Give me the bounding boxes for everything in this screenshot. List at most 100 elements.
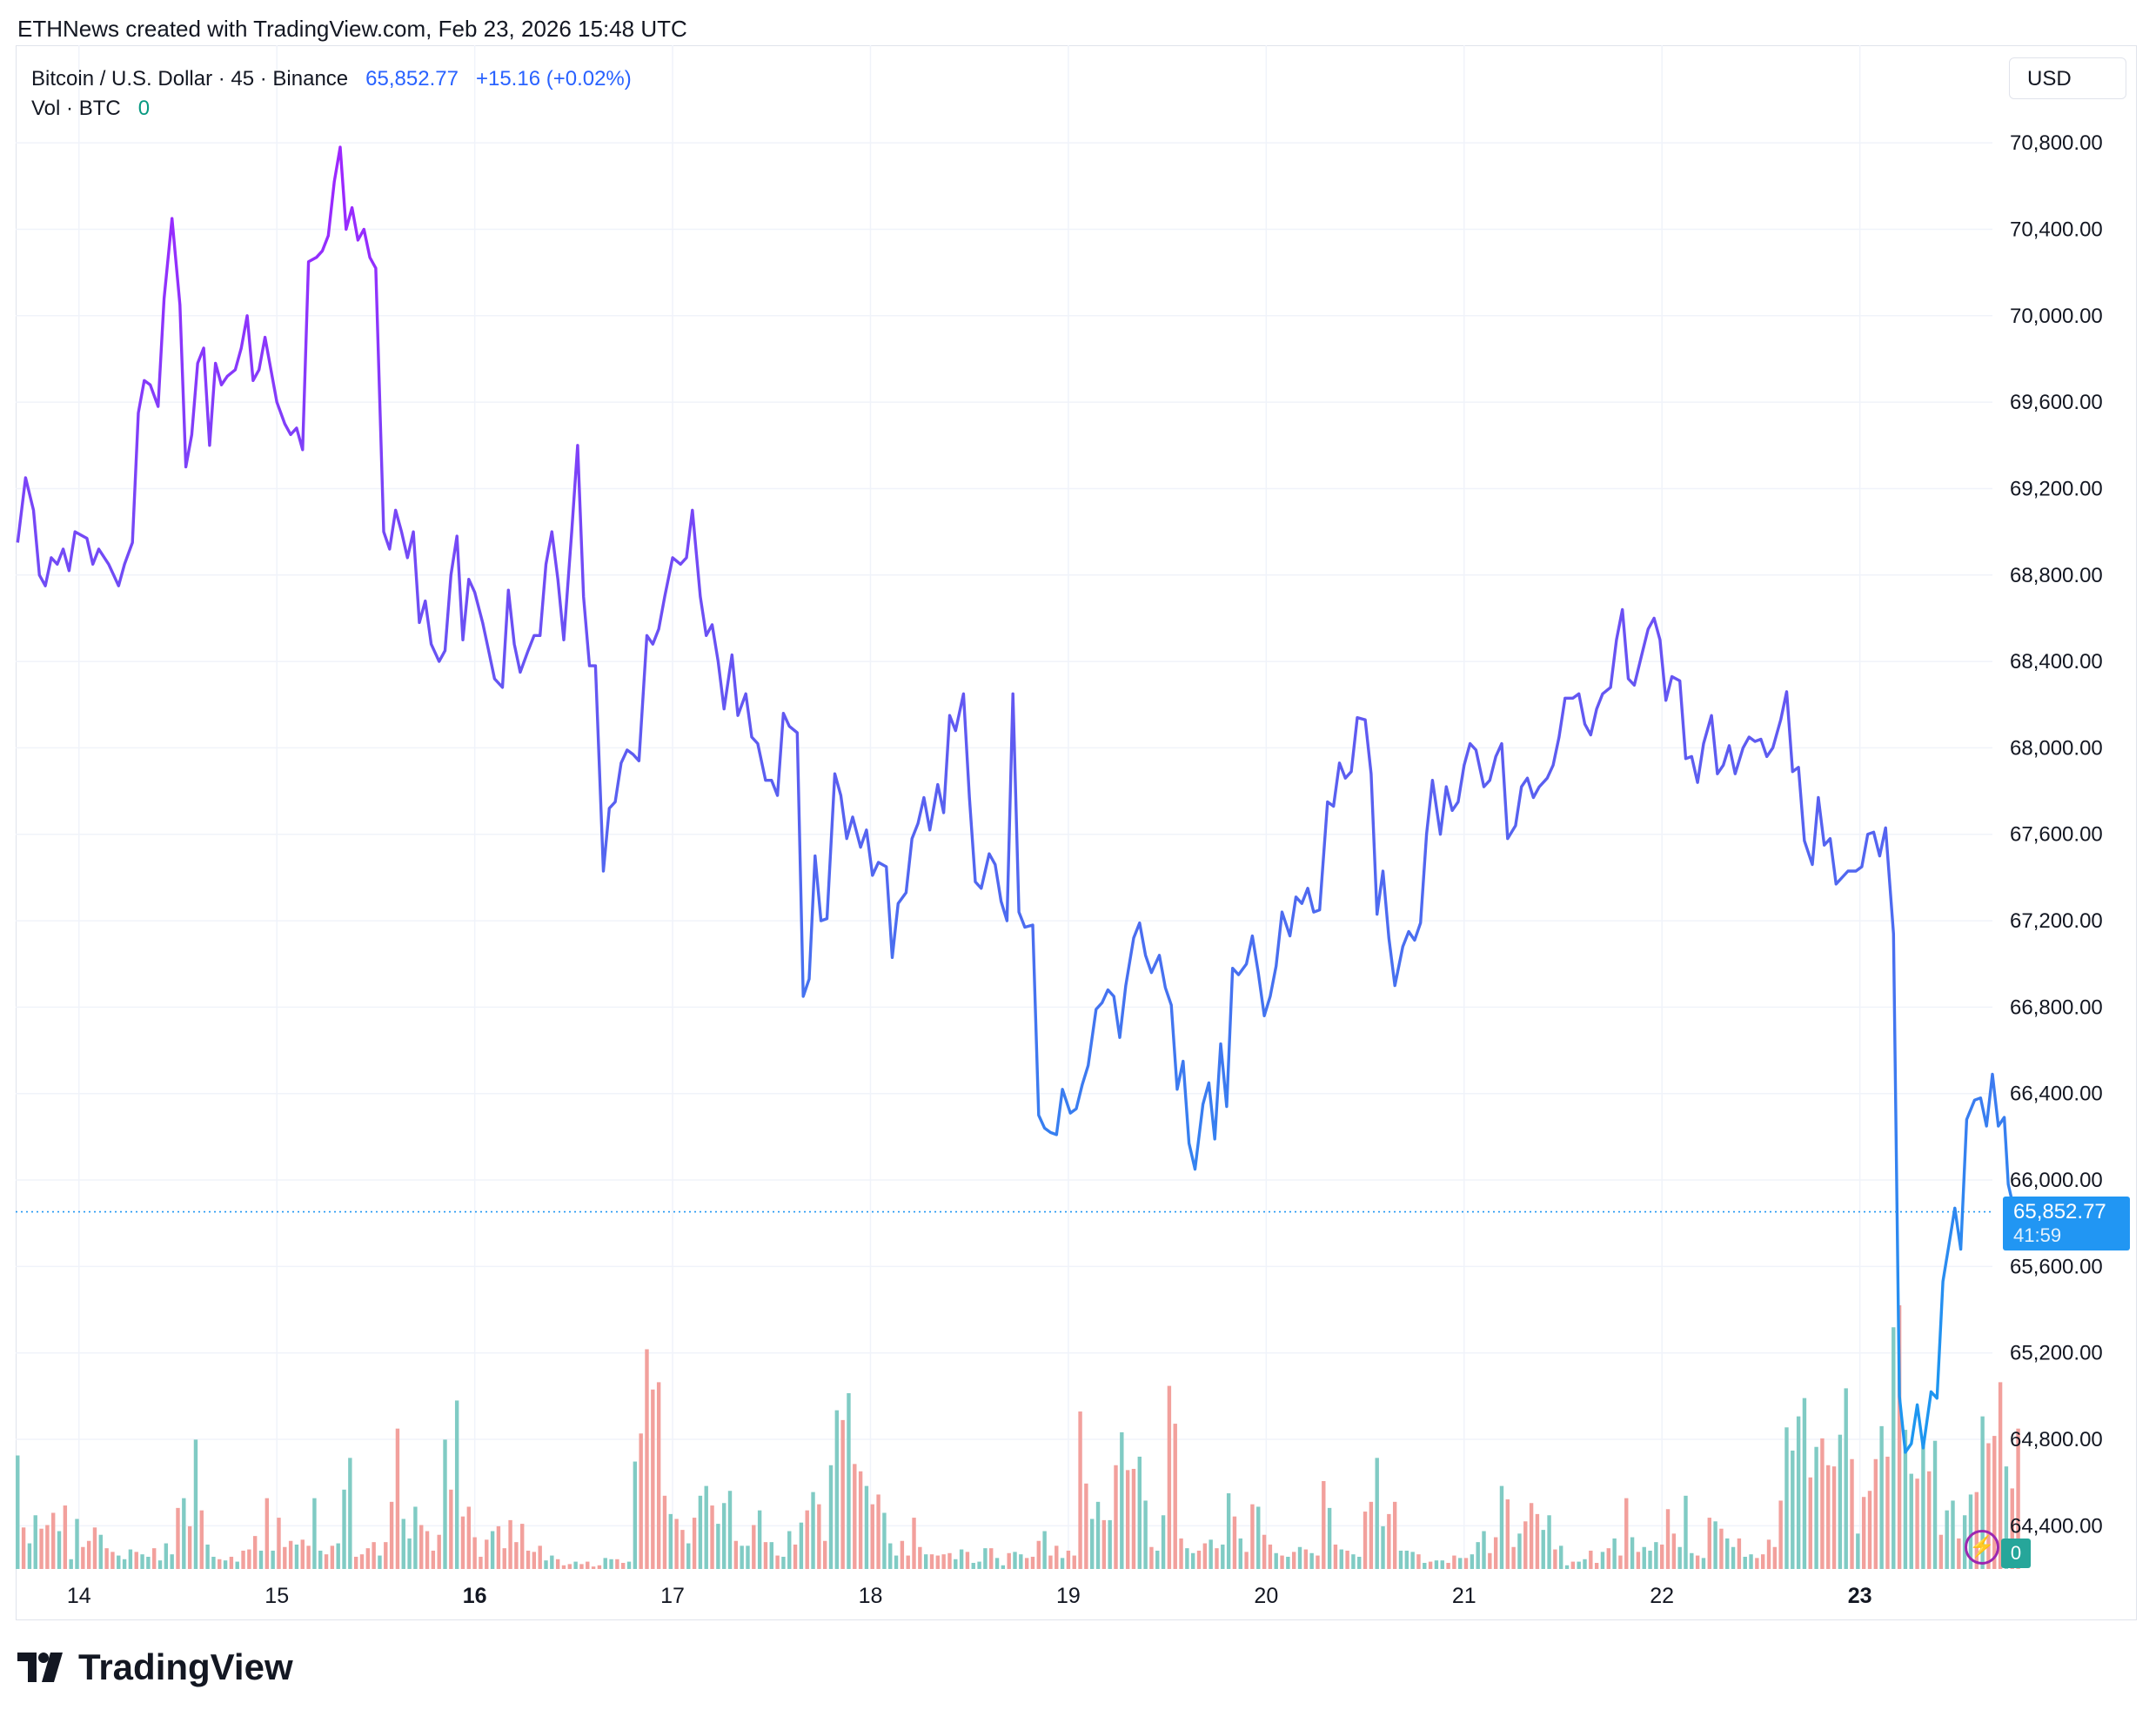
symbol-label[interactable]: Bitcoin / U.S. Dollar · 45 · Binance — [31, 67, 349, 91]
volume-bar — [1291, 1552, 1296, 1569]
volume-bar — [1055, 1545, 1059, 1569]
volume-bar — [1915, 1478, 1919, 1569]
volume-bar — [1707, 1518, 1711, 1569]
volume-bar — [104, 1548, 109, 1569]
volume-bar — [1392, 1501, 1397, 1569]
volume-tag: 0 — [2001, 1539, 2031, 1568]
volume-bar — [847, 1393, 851, 1569]
volume-bar — [947, 1552, 952, 1569]
volume-bar — [353, 1556, 358, 1569]
time-axis-tick-label: 16 — [463, 1584, 487, 1608]
volume-bar — [1630, 1537, 1635, 1569]
currency-button[interactable]: USD — [2009, 57, 2126, 99]
volume-bar — [1114, 1465, 1118, 1569]
volume-bar — [567, 1564, 572, 1569]
volume-bar — [532, 1552, 537, 1569]
volume-bar — [538, 1545, 542, 1569]
volume-bar — [1333, 1544, 1338, 1569]
chart-frame — [16, 45, 2137, 1620]
volume-bar — [1369, 1501, 1374, 1569]
volume-bar — [1190, 1552, 1195, 1569]
price-tag-value: 65,852.77 — [2013, 1199, 2106, 1224]
volume-bar — [508, 1519, 512, 1569]
volume-bar — [626, 1561, 632, 1569]
volume-bar — [1452, 1555, 1456, 1569]
volume-bar — [342, 1489, 346, 1569]
volume-bar — [277, 1518, 281, 1569]
volume-bar — [929, 1554, 934, 1569]
volume-bar — [1665, 1509, 1671, 1569]
volume-bar — [1677, 1546, 1682, 1569]
volume-bar — [1131, 1468, 1136, 1569]
volume-bar — [579, 1564, 584, 1569]
volume-bar — [1322, 1481, 1326, 1569]
volume-bar — [502, 1548, 506, 1569]
volume-bar — [1404, 1550, 1409, 1569]
volume-bar — [1760, 1554, 1765, 1569]
volume-bar — [1831, 1466, 1837, 1569]
volume-bar — [621, 1562, 626, 1569]
volume-bar — [918, 1546, 922, 1569]
volume-bar — [1274, 1552, 1278, 1569]
volume-bar — [306, 1545, 311, 1569]
volume-bar — [1161, 1515, 1166, 1569]
volume-bar — [1030, 1556, 1035, 1569]
price-axis-tick-label: 65,600.00 — [2010, 1255, 2103, 1278]
volume-bar — [971, 1562, 975, 1569]
volume-bar — [1553, 1549, 1557, 1569]
volume-bar — [561, 1565, 566, 1569]
price-line — [16, 145, 2023, 1454]
volume-bar — [1725, 1538, 1730, 1569]
time-axis-tick-label: 21 — [1452, 1584, 1476, 1608]
volume-bar — [1755, 1558, 1759, 1569]
tradingview-logo[interactable]: TradingView — [17, 1646, 293, 1688]
volume-bar — [1381, 1525, 1385, 1569]
flash-icon[interactable]: ⚡ — [1965, 1530, 1999, 1565]
volume-bar — [1719, 1528, 1724, 1569]
volume-bar — [378, 1555, 382, 1569]
volume-bar — [1624, 1498, 1629, 1569]
volume-bar — [1375, 1458, 1379, 1569]
volume-bar — [1517, 1533, 1522, 1569]
volume-bar — [205, 1544, 210, 1569]
volume-bar — [1357, 1556, 1362, 1569]
volume-bar — [176, 1507, 180, 1569]
volume-bar — [1690, 1552, 1694, 1569]
volume-bar — [781, 1556, 786, 1569]
volume-bar — [1226, 1493, 1231, 1569]
price-axis-tick-label: 67,600.00 — [2010, 823, 2103, 847]
volume-bar — [912, 1518, 916, 1569]
volume-bar — [1268, 1544, 1273, 1569]
volume-bar — [1861, 1497, 1866, 1569]
volume-bar — [1036, 1540, 1041, 1569]
volume-bar — [1957, 1538, 1961, 1569]
volume-label[interactable]: Vol · BTC — [31, 97, 121, 120]
volume-bar — [193, 1439, 198, 1569]
volume-bar — [1998, 1382, 2003, 1569]
volume-bar — [51, 1512, 56, 1569]
volume-bar — [1564, 1565, 1570, 1569]
volume-bar — [1749, 1554, 1753, 1569]
price-axis-tick-label: 68,000.00 — [2010, 736, 2103, 760]
volume-bar — [1072, 1555, 1076, 1569]
volume-bar — [965, 1552, 970, 1569]
volume-bar — [69, 1559, 73, 1569]
price-axis-tick-label: 67,200.00 — [2010, 909, 2103, 933]
time-axis: 14 15 16 17 18 19 20 21 22 23 — [67, 1584, 1872, 1608]
volume-bar — [1499, 1485, 1504, 1569]
grid — [16, 45, 1992, 1569]
volume-bar — [1042, 1531, 1047, 1569]
volume-bar — [1808, 1477, 1812, 1569]
volume-bar — [182, 1498, 186, 1569]
volume-bar — [959, 1549, 964, 1569]
volume-bar — [1280, 1555, 1284, 1569]
price-axis-tick-label: 64,400.00 — [2010, 1514, 2103, 1538]
volume-bar — [550, 1555, 554, 1569]
time-axis-tick-label: 18 — [859, 1584, 883, 1608]
volume-bar — [1909, 1473, 1913, 1569]
volume-bar — [1351, 1554, 1356, 1569]
volume-bar — [1345, 1550, 1349, 1569]
volume-bar — [1612, 1538, 1617, 1569]
volume-bar — [45, 1525, 50, 1569]
